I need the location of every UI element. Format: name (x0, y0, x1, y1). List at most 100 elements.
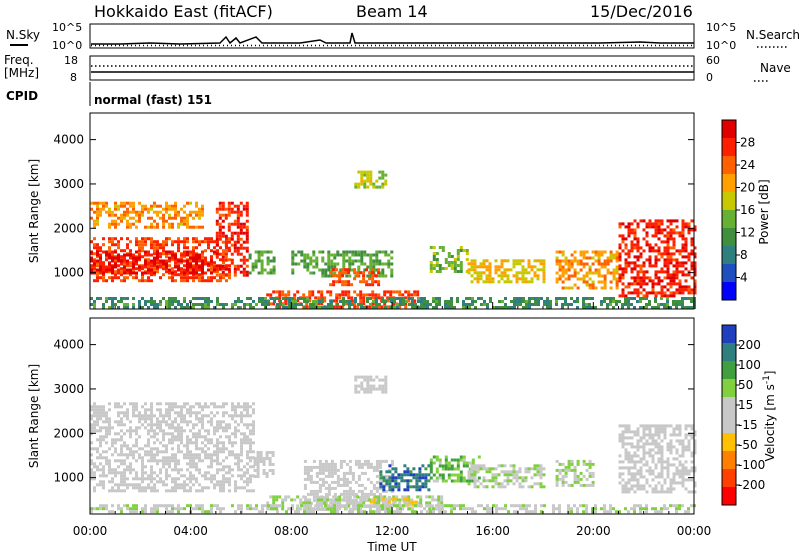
data-cell (673, 282, 676, 285)
data-cell (216, 256, 219, 259)
data-cell (643, 264, 646, 267)
data-cell (129, 465, 132, 468)
data-cell (558, 504, 561, 507)
data-cell (652, 457, 655, 460)
data-cell (267, 260, 270, 263)
data-cell (622, 424, 625, 427)
data-cell (613, 278, 616, 281)
data-cell (126, 447, 129, 450)
data-cell (234, 274, 237, 277)
data-cell (667, 294, 670, 297)
data-cell (685, 222, 688, 225)
data-cell (317, 290, 320, 293)
data-cell (234, 411, 237, 414)
data-cell (222, 235, 225, 238)
data-cell (565, 475, 568, 478)
data-cell (377, 280, 380, 283)
data-cell (261, 504, 264, 507)
data-cell (552, 504, 555, 507)
data-cell (640, 460, 643, 463)
data-cell (682, 454, 685, 457)
data-cell (189, 486, 192, 489)
data-cell (556, 257, 559, 260)
data-cell (168, 276, 171, 279)
data-cell (646, 240, 649, 243)
data-cell (435, 303, 438, 306)
data-cell (129, 205, 132, 208)
data-cell (99, 408, 102, 411)
data-cell (219, 462, 222, 465)
data-cell (120, 270, 123, 273)
data-cell (321, 272, 324, 275)
data-cell (174, 507, 177, 510)
data-cell (325, 463, 328, 466)
data-cell (231, 303, 234, 306)
data-cell (96, 450, 99, 453)
data-cell (375, 376, 378, 379)
data-cell (379, 460, 382, 463)
data-cell (519, 467, 522, 470)
data-cell (252, 411, 255, 414)
data-cell (162, 444, 165, 447)
data-cell (685, 225, 688, 228)
data-cell (257, 475, 260, 478)
data-cell (388, 470, 391, 473)
data-cell (317, 507, 320, 510)
data-cell (471, 274, 474, 277)
data-cell (249, 444, 252, 447)
data-cell (198, 226, 201, 229)
data-cell (219, 208, 222, 211)
data-cell (96, 273, 99, 276)
data-cell (114, 468, 117, 471)
data-cell (658, 282, 661, 285)
data-cell (180, 303, 183, 306)
data-cell (381, 297, 384, 300)
data-cell (395, 290, 398, 293)
data-cell (281, 498, 284, 501)
data-cell (679, 270, 682, 273)
data-cell (366, 385, 369, 388)
data-cell (628, 436, 631, 439)
data-cell (177, 211, 180, 214)
data-cell (498, 280, 501, 283)
data-cell (574, 257, 577, 260)
data-cell (673, 258, 676, 261)
data-cell (357, 186, 360, 189)
data-cell (189, 257, 192, 260)
data-cell (320, 290, 323, 293)
data-cell (592, 287, 595, 290)
data-cell (462, 504, 465, 507)
data-cell (258, 510, 261, 513)
data-cell (574, 475, 577, 478)
data-cell (658, 460, 661, 463)
data-cell (156, 423, 159, 426)
data-cell (225, 244, 228, 247)
data-cell (474, 476, 477, 479)
data-cell (685, 255, 688, 258)
data-cell (433, 462, 436, 465)
data-cell (628, 457, 631, 460)
data-cell (198, 504, 201, 507)
data-cell (504, 507, 507, 510)
data-cell (358, 484, 361, 487)
data-cell (400, 479, 403, 482)
data-cell (129, 429, 132, 432)
data-cell (501, 470, 504, 473)
data-cell (679, 481, 682, 484)
data-cell (430, 267, 433, 270)
data-cell (177, 249, 180, 252)
data-cell (619, 225, 622, 228)
data-cell (165, 411, 168, 414)
data-cell (365, 280, 368, 283)
data-cell (688, 228, 691, 231)
data-cell (171, 226, 174, 229)
data-cell (177, 429, 180, 432)
data-cell (435, 300, 438, 303)
data-cell (634, 460, 637, 463)
data-cell (377, 293, 380, 296)
data-cell (685, 478, 688, 481)
data-cell (153, 243, 156, 246)
data-cell (234, 480, 237, 483)
data-cell (682, 448, 685, 451)
data-cell (306, 269, 309, 272)
